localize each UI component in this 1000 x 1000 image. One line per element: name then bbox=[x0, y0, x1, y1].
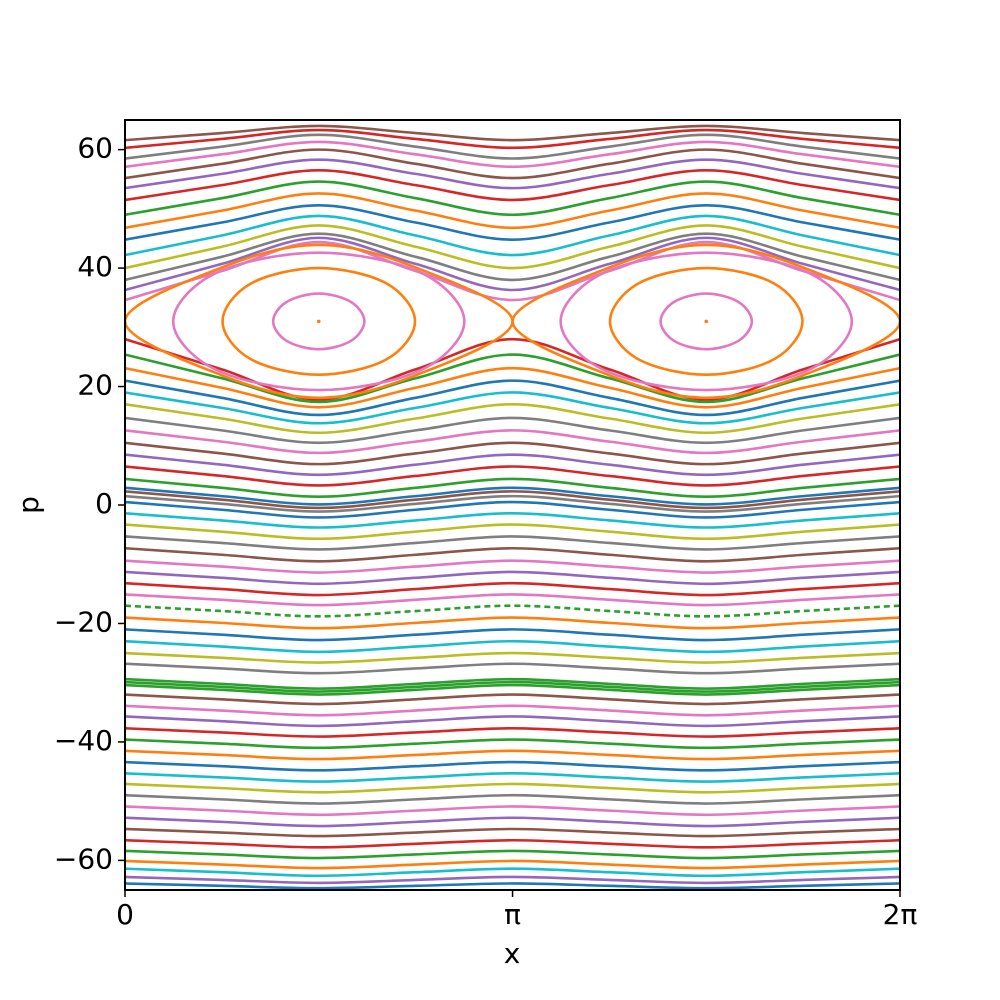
orbit bbox=[125, 875, 900, 885]
orbit bbox=[125, 604, 900, 618]
orbit bbox=[125, 662, 900, 675]
orbit bbox=[125, 704, 900, 717]
island-orbit bbox=[221, 266, 417, 376]
y-tick-label: 40 bbox=[77, 250, 113, 283]
orbit bbox=[125, 628, 900, 642]
orbit bbox=[125, 616, 900, 630]
orbit bbox=[125, 715, 900, 728]
orbit bbox=[125, 128, 900, 150]
island-orbit bbox=[171, 251, 466, 392]
orbit bbox=[125, 827, 900, 838]
orbit bbox=[125, 490, 900, 510]
orbit bbox=[125, 805, 900, 817]
y-tick-label: −60 bbox=[54, 842, 113, 875]
orbit bbox=[125, 124, 900, 142]
plot-area bbox=[125, 124, 900, 890]
orbit bbox=[125, 816, 900, 828]
orbit bbox=[125, 760, 900, 772]
orbit bbox=[125, 236, 900, 292]
orbit bbox=[125, 859, 900, 870]
orbit bbox=[125, 581, 900, 597]
orbit bbox=[125, 494, 900, 513]
orbit bbox=[125, 570, 900, 586]
orbit bbox=[125, 726, 900, 738]
x-tick-label: 2π bbox=[883, 898, 918, 931]
y-tick-label: −40 bbox=[54, 724, 113, 757]
orbit bbox=[125, 511, 900, 529]
orbit bbox=[125, 546, 900, 563]
orbit bbox=[125, 882, 900, 890]
orbit bbox=[125, 133, 900, 160]
orbit bbox=[125, 749, 900, 761]
orbit bbox=[125, 148, 900, 180]
y-tick-label: 20 bbox=[77, 369, 113, 402]
orbit bbox=[125, 224, 900, 270]
orbit bbox=[125, 391, 900, 425]
orbit bbox=[125, 500, 900, 519]
x-axis-label: x bbox=[504, 937, 521, 970]
y-tick-label: 0 bbox=[95, 487, 113, 520]
orbit bbox=[125, 486, 900, 506]
orbit bbox=[125, 680, 900, 693]
orbit bbox=[125, 180, 900, 217]
orbit bbox=[125, 214, 900, 257]
y-tick-label: −20 bbox=[54, 605, 113, 638]
orbit bbox=[125, 366, 900, 409]
island-orbit bbox=[511, 243, 900, 400]
orbit bbox=[125, 693, 900, 706]
orbit bbox=[125, 416, 900, 445]
orbit bbox=[125, 838, 900, 849]
y-axis-label: p bbox=[12, 496, 45, 514]
orbit bbox=[125, 867, 900, 878]
island-orbit bbox=[659, 292, 754, 351]
orbit bbox=[125, 849, 900, 860]
orbit bbox=[125, 639, 900, 654]
x-tick-label: 0 bbox=[116, 898, 134, 931]
orbit bbox=[125, 203, 900, 241]
orbit bbox=[125, 379, 900, 417]
orbit bbox=[125, 403, 900, 435]
orbit bbox=[125, 523, 900, 541]
orbit bbox=[125, 782, 900, 794]
orbit bbox=[125, 793, 900, 805]
orbit bbox=[125, 651, 900, 664]
orbit bbox=[125, 477, 900, 499]
island-orbit bbox=[271, 292, 366, 351]
orbit bbox=[125, 465, 900, 487]
orbit bbox=[125, 593, 900, 607]
orbit bbox=[125, 232, 900, 282]
island-orbit bbox=[608, 266, 804, 376]
orbit bbox=[125, 677, 900, 690]
center-point bbox=[704, 319, 709, 324]
orbit bbox=[125, 140, 900, 169]
orbit bbox=[125, 453, 900, 477]
orbit bbox=[125, 192, 900, 230]
orbit bbox=[125, 772, 900, 783]
orbit bbox=[125, 169, 900, 202]
y-tick-label: 60 bbox=[77, 132, 113, 165]
orbit bbox=[125, 535, 900, 551]
island-orbit bbox=[559, 251, 854, 392]
x-tick-label: π bbox=[504, 898, 521, 931]
center-point bbox=[316, 319, 321, 324]
orbit bbox=[125, 158, 900, 190]
orbit bbox=[125, 559, 900, 574]
orbit bbox=[125, 429, 900, 455]
orbit bbox=[125, 683, 900, 696]
orbit bbox=[125, 738, 900, 750]
orbit bbox=[125, 441, 900, 466]
